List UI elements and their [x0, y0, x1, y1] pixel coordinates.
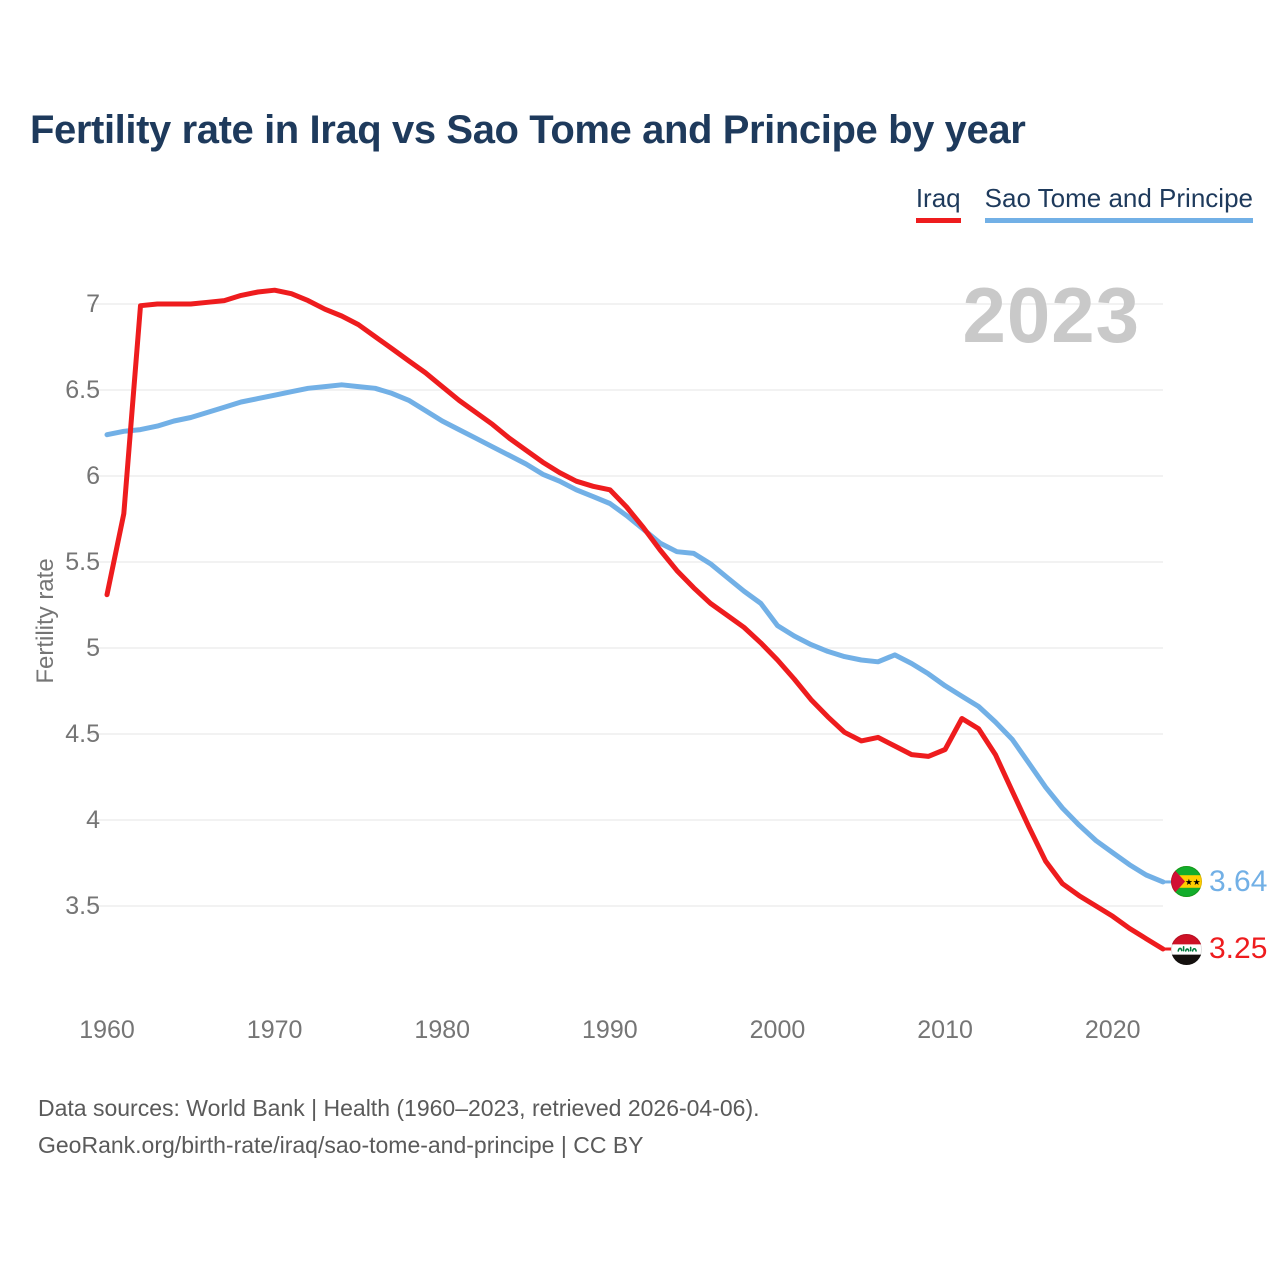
- x-tick-label: 2020: [1084, 1016, 1141, 1044]
- legend-item-sao-tome-and-principe[interactable]: Sao Tome and Principe: [984, 183, 1253, 223]
- y-tick-label: 5: [86, 634, 100, 662]
- y-tick-label: 5.5: [65, 548, 100, 576]
- x-tick-label: 2010: [917, 1016, 973, 1044]
- y-tick-label: 4: [86, 806, 100, 834]
- iraq-flag-icon: [1171, 933, 1202, 965]
- end-label-sao-tome-and-principe: ★★ 3.64: [1171, 864, 1268, 898]
- year-watermark: 2023: [962, 271, 1140, 359]
- legend-item-iraq[interactable]: Iraq: [915, 183, 961, 223]
- x-tick-label: 1960: [79, 1016, 135, 1044]
- x-tick-label: 2000: [749, 1016, 806, 1044]
- svg-text:★★: ★★: [1185, 878, 1201, 888]
- sao-tome-and-principe-flag-icon: ★★: [1171, 866, 1202, 898]
- x-tick-label: 1980: [414, 1016, 471, 1044]
- y-tick-label: 4.5: [65, 720, 100, 748]
- end-value-sao-tome-and-principe: 3.64: [1209, 864, 1268, 898]
- y-tick-label: 7: [86, 290, 100, 318]
- end-label-iraq: 3.25: [1171, 933, 1267, 965]
- page-title: Fertility rate in Iraq vs Sao Tome and P…: [30, 108, 1026, 152]
- x-tick-label: 1970: [246, 1016, 303, 1044]
- series-line-sao-tome-and-principe: [104, 382, 1166, 885]
- y-axis-tick-labels: 7 6.5 6 5.5 5 4.5 4 3.5: [0, 0, 100, 1280]
- series-line-iraq: [104, 287, 1166, 952]
- end-value-iraq: 3.25: [1209, 932, 1268, 965]
- source-url-line: GeoRank.org/birth-rate/iraq/sao-tome-and…: [38, 1131, 644, 1158]
- legend: Iraq Sao Tome and Principe: [915, 183, 1253, 223]
- attribution-footer: Data sources: World Bank | Health (1960–…: [38, 1090, 760, 1163]
- data-sources-line: Data sources: World Bank | Health (1960–…: [38, 1095, 760, 1121]
- y-tick-label: 3.5: [65, 892, 100, 920]
- y-tick-label: 6: [86, 462, 100, 490]
- x-axis-tick-labels: 1960 1970 1980 1990 2000 2010 2020: [0, 1014, 1280, 1046]
- x-tick-label: 1990: [582, 1016, 638, 1044]
- y-tick-label: 6.5: [65, 376, 100, 404]
